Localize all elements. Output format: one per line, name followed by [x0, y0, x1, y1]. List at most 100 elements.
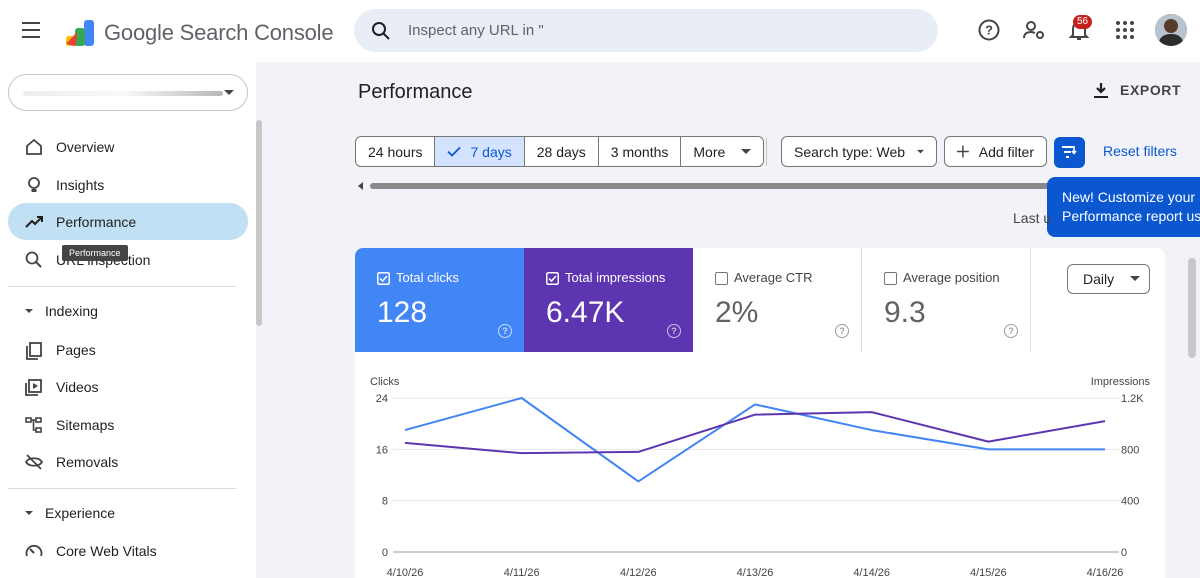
range-more[interactable]: More: [681, 137, 763, 166]
sidebar-scrollbar[interactable]: [256, 120, 262, 326]
help-icon[interactable]: ?: [1004, 324, 1018, 338]
page-scrollbar[interactable]: [1188, 258, 1196, 358]
svg-text:?: ?: [985, 23, 993, 38]
sitemap-icon: [25, 416, 42, 433]
gauge-icon: [25, 544, 43, 556]
caret-down-icon: [1130, 276, 1141, 281]
add-filter-button[interactable]: Add filter: [944, 136, 1047, 167]
manage-users-icon[interactable]: [1022, 18, 1046, 42]
sidebar-item-videos[interactable]: Videos: [8, 368, 248, 405]
sidebar-item-pages[interactable]: Pages: [8, 331, 248, 368]
last-updated: Last u: [1013, 210, 1052, 226]
reset-filters-link[interactable]: Reset filters: [1103, 143, 1177, 159]
sidebar-item-label: Removals: [56, 453, 119, 470]
y-axis-label-left: Clicks: [370, 376, 400, 388]
x-tick-label: 4/12/26: [620, 567, 657, 578]
range-3-months[interactable]: 3 months: [599, 137, 682, 166]
x-tick-label: 4/15/26: [970, 567, 1007, 578]
sidebar-item-performance[interactable]: Performance: [8, 203, 248, 240]
removals-icon: [24, 453, 44, 470]
app-title[interactable]: Google Search Console: [104, 20, 334, 45]
page-title: Performance: [358, 81, 473, 103]
video-icon: [25, 378, 42, 396]
chevron-down-icon: [224, 90, 234, 95]
y-tick-right: 400: [1121, 496, 1139, 508]
filter-list-icon: [1062, 146, 1077, 158]
metric-average-ctr[interactable]: Average CTR 2% ?: [693, 248, 862, 352]
divider: [8, 488, 236, 489]
search-icon: [25, 251, 42, 268]
help-icon[interactable]: ?: [667, 324, 681, 338]
sidebar-item-insights[interactable]: Insights: [8, 166, 248, 203]
notification-badge: 56: [1073, 15, 1092, 29]
metric-value: 2%: [715, 296, 759, 329]
date-range-selector[interactable]: 24 hours 7 days 28 days 3 months More: [355, 136, 765, 167]
separator: [766, 138, 767, 166]
customize-filter-button[interactable]: [1054, 137, 1085, 168]
check-icon: [447, 146, 462, 157]
checkbox-checked-icon[interactable]: [377, 272, 390, 285]
apps-icon[interactable]: [1113, 18, 1137, 42]
sidebar-item-label: Overview: [56, 138, 115, 155]
sidebar-item-removals[interactable]: Removals: [8, 443, 248, 480]
range-28-days[interactable]: 28 days: [525, 137, 599, 166]
customize-popover[interactable]: New! Customize your Performance report u…: [1047, 177, 1200, 237]
sidebar-item-label: Videos: [56, 378, 99, 395]
metric-total-impressions[interactable]: Total impressions 6.47K ?: [524, 248, 693, 352]
caret-down-icon: [741, 148, 752, 154]
checkbox-unchecked-icon[interactable]: [884, 272, 897, 285]
x-tick-label: 4/10/26: [387, 567, 424, 578]
horizontal-scrollbar[interactable]: [356, 180, 1056, 192]
x-tick-label: 4/13/26: [737, 567, 774, 578]
avatar[interactable]: [1155, 14, 1187, 46]
help-icon[interactable]: ?: [977, 18, 1001, 42]
export-button[interactable]: EXPORT: [1092, 81, 1181, 99]
y-tick-right: 0: [1121, 547, 1127, 559]
sidebar-item-core-web-vitals[interactable]: Core Web Vitals: [8, 532, 248, 569]
menu-icon[interactable]: [22, 22, 46, 40]
checkbox-checked-icon[interactable]: [546, 272, 559, 285]
popover-line-1: New! Customize your: [1062, 189, 1196, 205]
sidebar-item-sitemaps[interactable]: Sitemaps: [8, 406, 248, 443]
checkbox-unchecked-icon[interactable]: [715, 272, 728, 285]
metric-average-position[interactable]: Average position 9.3 ?: [862, 248, 1031, 352]
metric-label: Average position: [903, 270, 1000, 285]
add-filter-label: Add filter: [978, 143, 1034, 160]
pages-icon: [26, 341, 42, 360]
lightbulb-icon: [28, 176, 40, 192]
metric-label: Average CTR: [734, 270, 813, 285]
export-label: EXPORT: [1120, 82, 1182, 98]
search-type-filter[interactable]: Search type: Web: [781, 136, 937, 167]
range-7-days[interactable]: 7 days: [435, 137, 525, 166]
section-title: Experience: [45, 505, 116, 521]
performance-card: Total clicks 128 ? Total impressions 6.4…: [355, 248, 1165, 578]
range-24-hours[interactable]: 24 hours: [356, 137, 436, 166]
metric-value: 9.3: [884, 296, 926, 329]
y-axis-label-right: Impressions: [1091, 376, 1151, 388]
section-experience[interactable]: Experience: [24, 505, 115, 521]
interval-selector[interactable]: Daily: [1067, 264, 1150, 294]
sidebar-item-label: Pages: [56, 341, 96, 358]
url-inspection-search[interactable]: Inspect any URL in ": [354, 9, 938, 52]
sidebar-item-label: Sitemaps: [56, 416, 115, 433]
series-line-impressions: [404, 411, 1106, 455]
help-icon[interactable]: ?: [498, 324, 512, 338]
y-tick-right: 800: [1121, 444, 1139, 456]
help-icon[interactable]: ?: [835, 324, 849, 338]
sidebar-item-overview[interactable]: Overview: [8, 128, 248, 165]
home-icon: [26, 138, 42, 155]
caret-down-icon: [25, 511, 33, 515]
metric-total-clicks[interactable]: Total clicks 128 ?: [355, 248, 524, 352]
x-tick-label: 4/11/26: [504, 567, 540, 578]
sidebar-item-label: Insights: [56, 176, 105, 193]
plus-icon: [957, 145, 969, 158]
search-icon: [372, 22, 390, 40]
section-indexing[interactable]: Indexing: [24, 303, 98, 319]
property-selector[interactable]: [8, 74, 248, 111]
range-label: 7 days: [470, 143, 512, 160]
x-tick-label: 4/16/26: [1087, 567, 1124, 578]
sidebar-item-url-inspection[interactable]: URL inspection: [8, 241, 248, 278]
search-console-logo[interactable]: [64, 18, 98, 48]
caret-down-icon: [25, 309, 33, 313]
y-tick-left: 16: [376, 444, 388, 456]
